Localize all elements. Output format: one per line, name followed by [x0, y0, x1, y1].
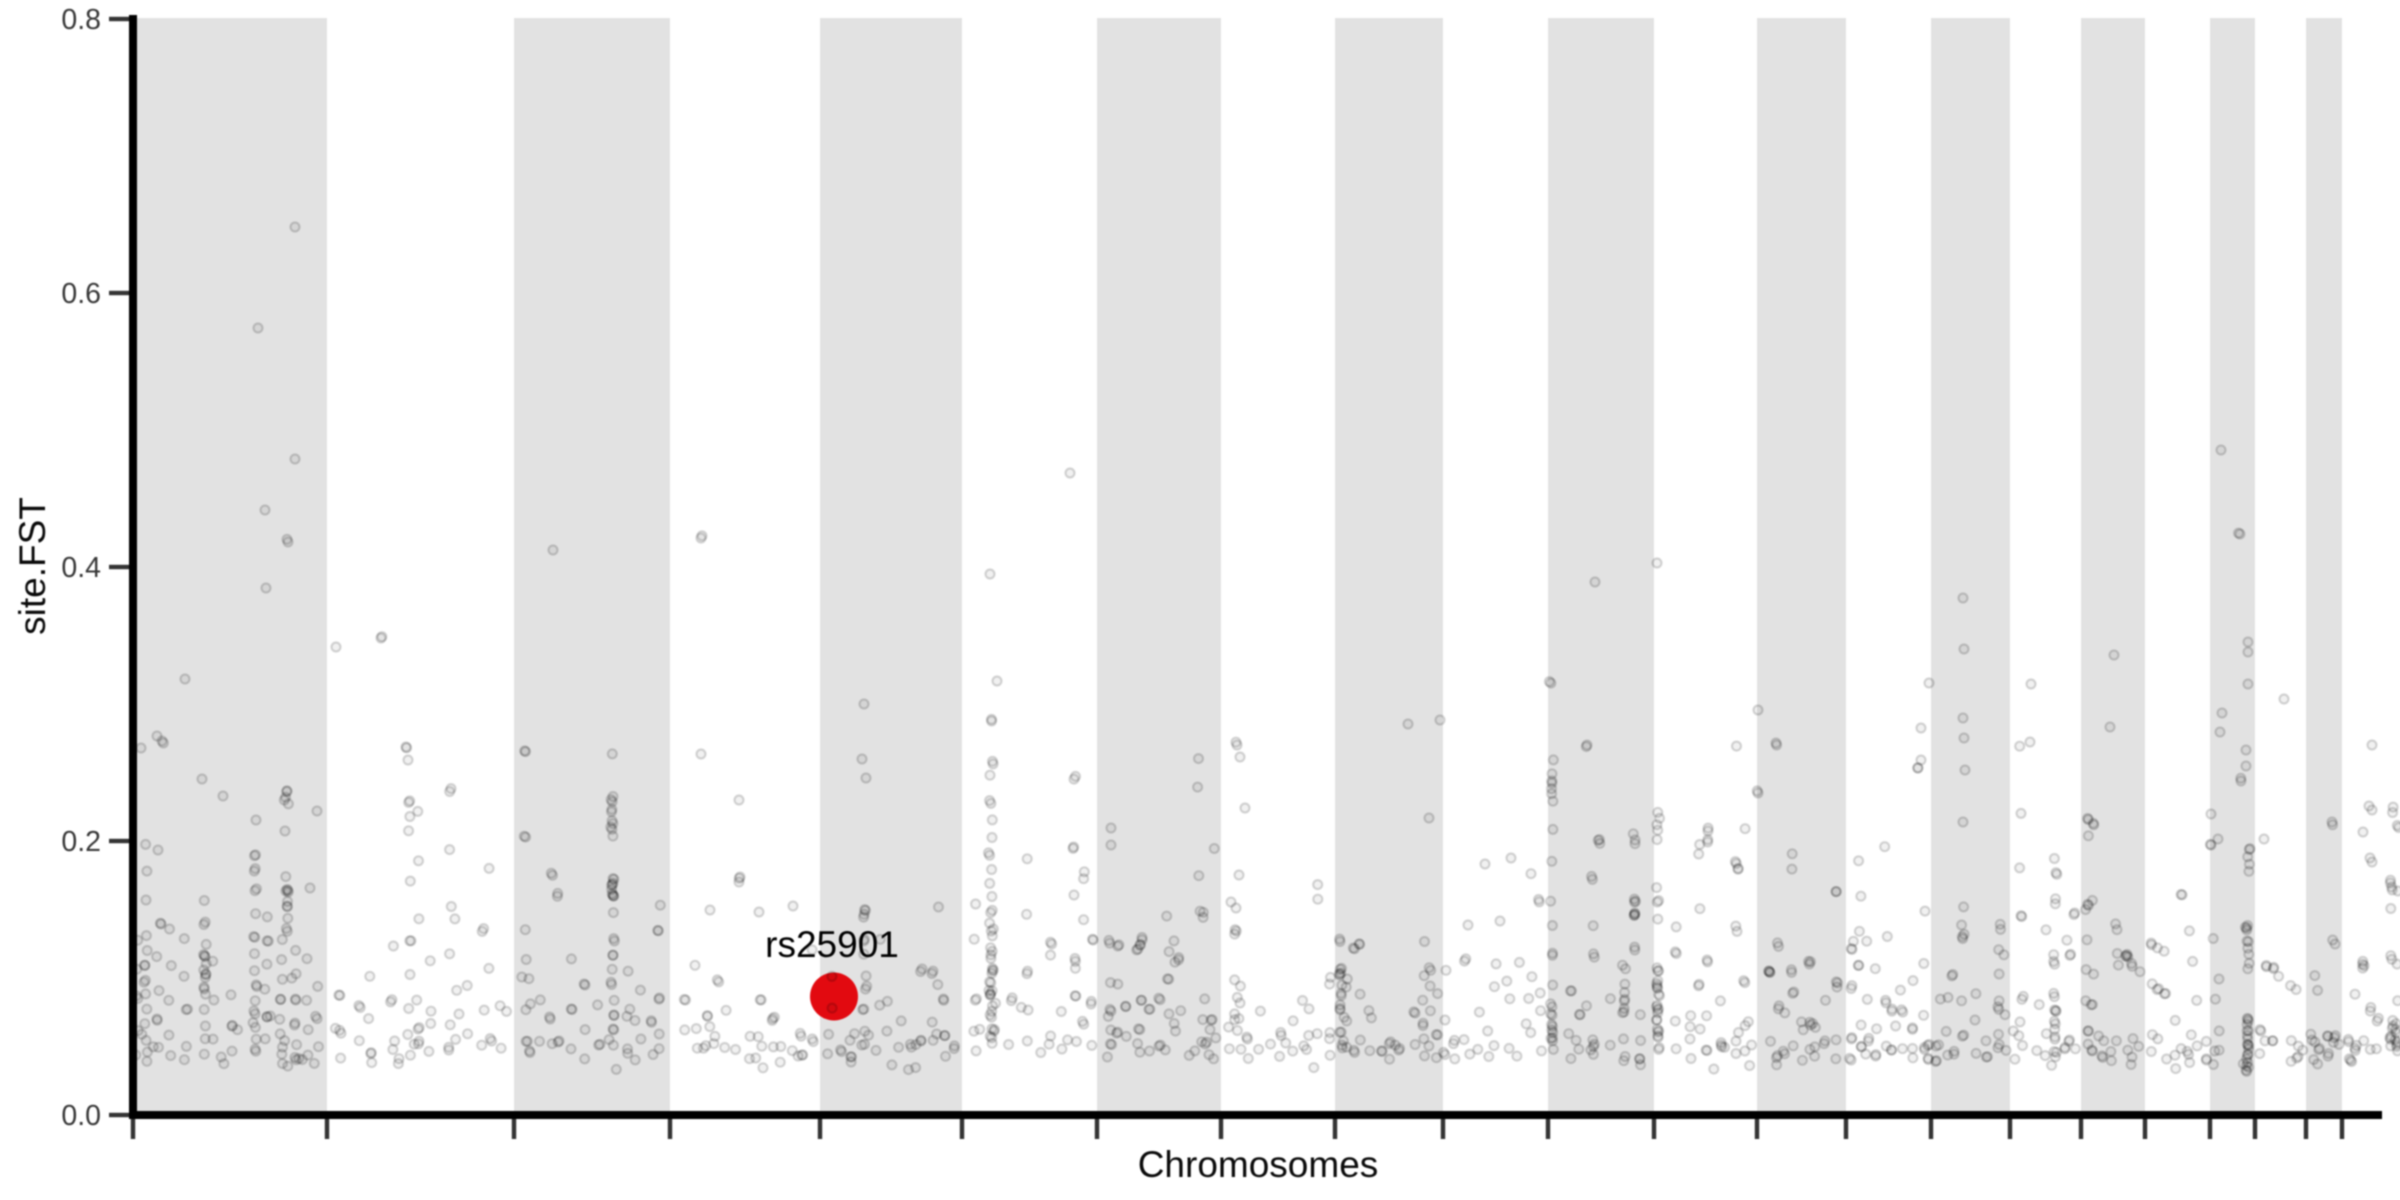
svg-text:Chromosomes: Chromosomes [1138, 1144, 1379, 1185]
svg-text:0.6: 0.6 [61, 278, 101, 310]
svg-text:0.8: 0.8 [61, 4, 101, 36]
svg-text:0.0: 0.0 [61, 1100, 101, 1132]
svg-text:0.4: 0.4 [61, 552, 101, 584]
svg-text:rs25901: rs25901 [765, 924, 899, 965]
svg-text:0.2: 0.2 [61, 826, 101, 858]
svg-text:site.FST: site.FST [12, 497, 53, 635]
